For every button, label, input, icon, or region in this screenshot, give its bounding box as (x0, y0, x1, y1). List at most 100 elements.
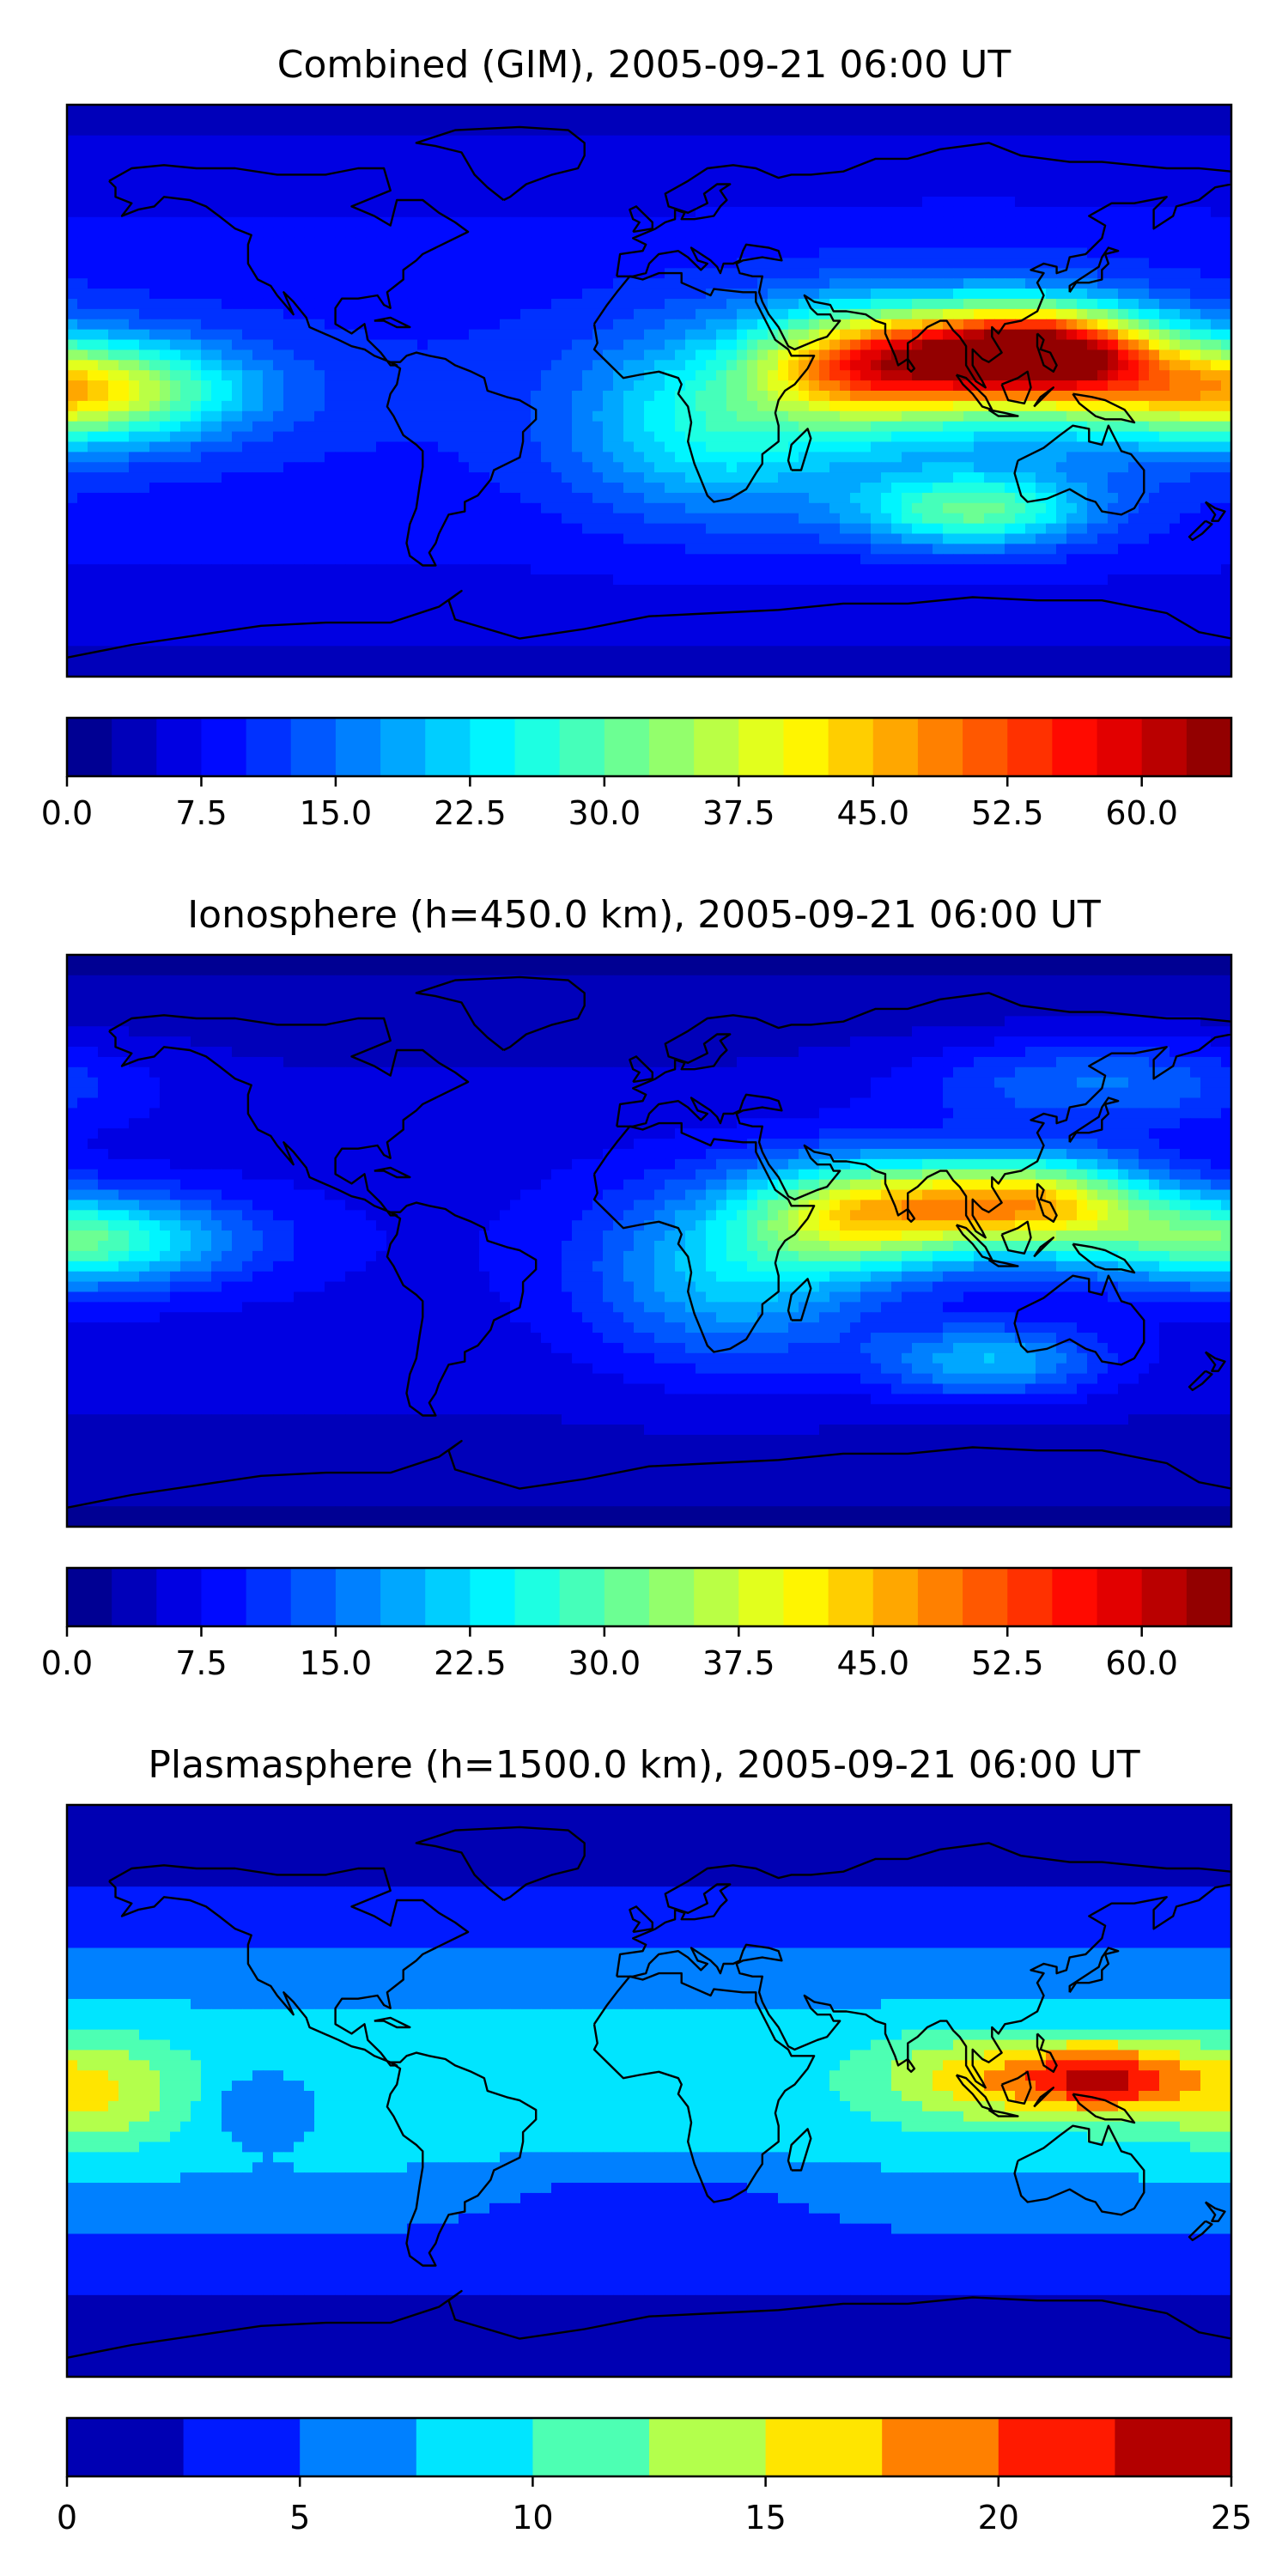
contour-cell (706, 431, 717, 443)
contour-cell (778, 523, 789, 535)
contour-cell (118, 258, 130, 269)
contour-cell (799, 268, 810, 279)
contour-cell (510, 135, 521, 147)
contour-cell (747, 544, 758, 555)
contour-cell (345, 441, 356, 453)
contour-cell (737, 441, 748, 453)
contour-cell (860, 410, 872, 422)
contour-cell (88, 492, 99, 504)
contour-cell (1200, 533, 1212, 544)
contour-cell (1025, 298, 1036, 310)
contour-cell (757, 370, 769, 381)
contour-cell (829, 472, 841, 483)
contour-cell (407, 421, 418, 433)
contour-cell (170, 472, 181, 483)
contour-cell (201, 441, 212, 453)
contour-cell (850, 176, 861, 187)
contour-cell (716, 176, 727, 187)
contour-cell (1108, 155, 1119, 167)
contour-cell (1077, 472, 1088, 483)
contour-cell (1221, 370, 1231, 381)
contour-cell (994, 339, 1005, 351)
contour-cell (706, 105, 717, 116)
contour-cell (592, 400, 604, 412)
contour-cell (1170, 370, 1181, 381)
contour-cell (551, 349, 562, 361)
contour-cell (871, 492, 882, 504)
contour-cell (840, 462, 851, 473)
contour-cell (541, 492, 552, 504)
contour-cell (768, 298, 779, 310)
contour-cell (222, 125, 233, 137)
contour-cell (489, 370, 501, 381)
contour-cell (139, 533, 150, 544)
contour-cell (840, 298, 851, 310)
contour-cell (1005, 206, 1016, 218)
contour-cell (819, 370, 830, 381)
contour-cell (325, 125, 336, 137)
contour-cell (242, 339, 253, 351)
contour-cell (963, 523, 975, 535)
contour-cell (788, 105, 799, 116)
contour-cell (891, 483, 902, 494)
contour-cell (479, 360, 490, 371)
contour-cell (768, 258, 779, 269)
contour-cell (325, 462, 336, 473)
contour-cell (88, 513, 99, 525)
contour-cell (469, 176, 480, 187)
contour-cell (1077, 523, 1088, 535)
contour-cell (696, 410, 707, 422)
contour-cell (386, 105, 398, 116)
contour-cell (376, 197, 387, 208)
contour-cell (108, 125, 119, 137)
contour-cell (974, 186, 985, 197)
contour-cell (232, 298, 243, 310)
contour-cell (902, 452, 913, 463)
contour-cell (242, 492, 253, 504)
contour-cell (572, 431, 583, 443)
contour-cell (108, 298, 119, 310)
contour-cell (1015, 114, 1026, 126)
contour-cell (88, 483, 99, 494)
contour-cell (1108, 186, 1119, 197)
contour-cell (1056, 237, 1067, 249)
contour-cell (1180, 410, 1191, 422)
contour-cell (623, 462, 635, 473)
contour-cell (88, 544, 99, 555)
contour-cell (613, 197, 624, 208)
contour-cell (644, 492, 655, 504)
contour-cell (1211, 308, 1222, 320)
contour-cell (1211, 289, 1222, 300)
contour-cell (273, 533, 284, 544)
contour-cell (170, 247, 181, 258)
contour-cell (438, 380, 449, 392)
contour-cell (1036, 421, 1047, 433)
contour-cell (902, 145, 913, 157)
contour-cell (1046, 216, 1057, 228)
contour-cell (840, 370, 851, 381)
contour-cell (479, 523, 490, 535)
contour-cell (994, 206, 1005, 218)
contour-cell (1005, 105, 1016, 116)
contour-cell (685, 349, 696, 361)
contour-cell (170, 492, 181, 504)
contour-cell (345, 145, 356, 157)
contour-cell (1118, 258, 1129, 269)
contour-cell (737, 186, 748, 197)
contour-cell (1015, 247, 1026, 258)
contour-cell (397, 155, 408, 167)
contour-cell (88, 176, 99, 187)
contour-cell (675, 186, 686, 197)
contour-cell (829, 421, 841, 433)
contour-cell (1149, 298, 1160, 310)
contour-cell (520, 370, 532, 381)
contour-cell (984, 176, 995, 187)
contour-cell (1087, 298, 1098, 310)
contour-cell (67, 380, 78, 392)
contour-cell (469, 298, 480, 310)
contour-cell (922, 472, 933, 483)
contour-cell (263, 533, 274, 544)
contour-cell (211, 502, 222, 514)
contour-cell (407, 155, 418, 167)
contour-cell (77, 319, 88, 331)
